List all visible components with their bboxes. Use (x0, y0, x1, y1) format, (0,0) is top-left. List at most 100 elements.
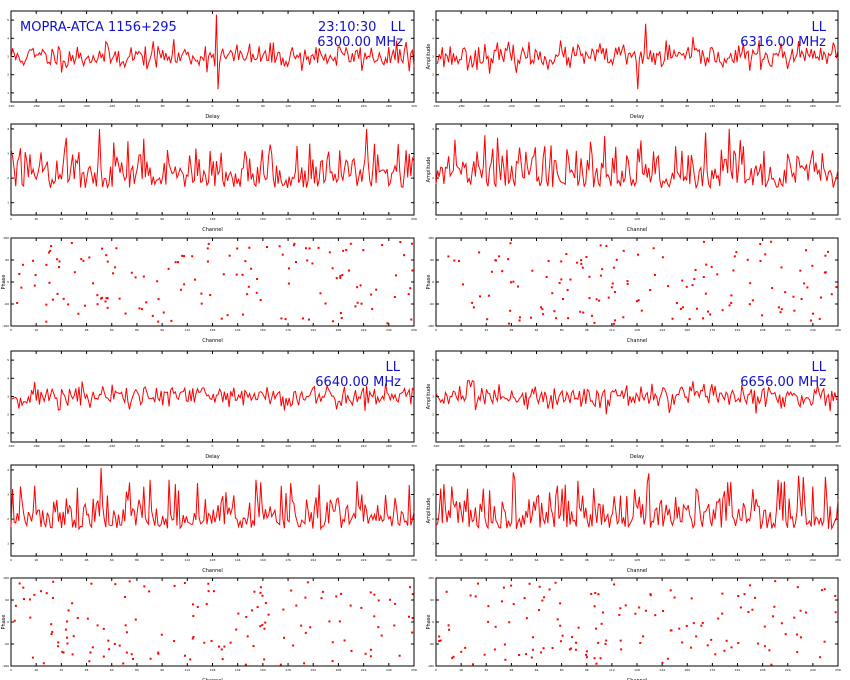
x-tick-label: 80 (261, 104, 265, 108)
scatter-point (599, 244, 602, 247)
scatter-point (360, 606, 363, 609)
scatter-point (613, 583, 616, 586)
scatter-point (191, 603, 194, 606)
scatter-point (403, 254, 406, 257)
plot-frame (435, 237, 839, 327)
y-axis-label: Phase (426, 275, 432, 290)
scatter-point (267, 613, 270, 616)
scatter-point (702, 317, 705, 320)
plot-frame (435, 577, 839, 667)
scatter-point (399, 241, 402, 243)
scatter-point (228, 254, 231, 257)
scatter-point (576, 261, 579, 264)
scatter-point (389, 598, 392, 601)
scatter-point (173, 584, 176, 587)
scatter-point (356, 301, 359, 304)
x-tick-label: -120 (558, 104, 565, 108)
scatter-point (483, 653, 486, 656)
scatter-point (149, 657, 152, 660)
scatter-point (523, 597, 526, 600)
scatter-point (644, 609, 647, 612)
scatter-point (248, 246, 251, 249)
scatter-point (71, 653, 74, 656)
scatter-point (508, 621, 511, 624)
scatter-point (167, 267, 170, 270)
x-tick-label: 176 (285, 328, 291, 332)
scatter-point (761, 314, 764, 317)
x-tick-label: 208 (336, 558, 342, 562)
x-tick-label: 32 (59, 558, 63, 562)
scatter-point (530, 656, 533, 659)
x-tick-label: 0 (10, 668, 12, 672)
scatter-point (83, 304, 86, 307)
x-tick-label: 0 (212, 104, 214, 108)
scatter-point (45, 592, 48, 595)
scatter-point (654, 614, 657, 617)
scatter-point (101, 296, 104, 299)
scatter-point (21, 263, 24, 266)
scatter-point (554, 581, 557, 584)
scatter-point (547, 259, 550, 262)
scatter-point (50, 245, 53, 248)
scatter-point (763, 645, 766, 648)
scatter-point (439, 639, 442, 642)
scatter-point (292, 644, 295, 647)
scatter-point (33, 593, 36, 596)
scatter-point (694, 269, 697, 271)
scatter-point (601, 268, 604, 271)
x-tick-label: 240 (386, 558, 392, 562)
scatter-point (410, 242, 413, 245)
x-tick-label: 256 (411, 217, 417, 221)
scatter-point (259, 625, 262, 628)
x-tick-label: 80 (685, 104, 689, 108)
scatter-point (410, 318, 413, 321)
scatter-point (194, 278, 197, 281)
scatter-point (381, 244, 384, 247)
y-axis-label: Phase (1, 275, 7, 290)
scatter-point (721, 309, 724, 312)
scatter-point (112, 272, 114, 275)
x-tick-label: -200 (508, 104, 515, 108)
scatter-point (634, 612, 637, 615)
x-tick-label: 80 (560, 558, 564, 562)
scatter-point (347, 269, 350, 272)
scatter-point (261, 623, 264, 626)
scatter-point (823, 588, 826, 591)
scatter-point (569, 278, 572, 281)
scatter-point (553, 310, 556, 313)
y-tick-label: 90 (430, 598, 434, 602)
y-tick-label: 2 (7, 517, 9, 521)
scatter-point (304, 247, 307, 250)
x-tick-label: 192 (310, 328, 316, 332)
scatter-point (768, 649, 771, 652)
scatter-point (349, 604, 352, 607)
scatter-point (124, 595, 127, 598)
x-tick-label: 224 (785, 558, 791, 562)
scatter-point (411, 269, 414, 272)
scatter-point (398, 654, 401, 657)
scatter-point (580, 262, 583, 265)
scatter-point (90, 582, 93, 585)
scatter-point (510, 281, 513, 284)
scatter-point (237, 612, 240, 615)
scatter-point (200, 302, 203, 305)
scatter-point (261, 594, 264, 597)
scatter-point (157, 651, 160, 654)
scatter-point (619, 607, 622, 610)
scatter-point (96, 303, 99, 306)
x-tick-label: 160 (684, 558, 690, 562)
scatter-point (799, 609, 802, 612)
scatter-point (639, 641, 642, 644)
x-tick-label: 192 (735, 328, 741, 332)
scatter-point (503, 643, 506, 646)
scatter-point (779, 311, 782, 314)
scatter-point (342, 249, 345, 252)
x-tick-label: 160 (260, 668, 266, 672)
plot-frame (435, 350, 839, 443)
series-line (435, 128, 839, 190)
panel-channel-6300: 0 16 32 48 64 80 96 112 128 144 160 176 192 208 224 240… (7, 123, 417, 233)
scatter-point (45, 263, 48, 266)
scatter-point (307, 318, 310, 321)
scatter-point (340, 317, 343, 320)
scatter-point (96, 294, 99, 297)
